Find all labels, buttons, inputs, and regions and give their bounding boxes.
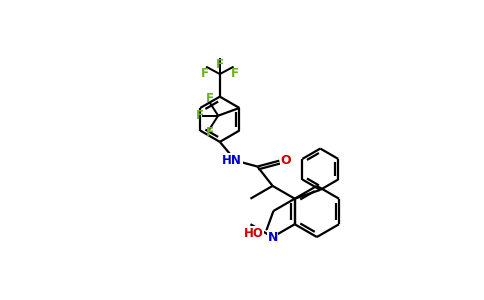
Text: O: O — [280, 154, 291, 167]
Text: HN: HN — [222, 154, 242, 167]
Text: F: F — [206, 127, 214, 140]
Text: F: F — [196, 109, 203, 122]
Text: N: N — [267, 230, 278, 244]
Text: F: F — [216, 58, 224, 70]
Text: F: F — [206, 92, 214, 105]
Text: F: F — [231, 67, 239, 80]
Text: F: F — [201, 67, 209, 80]
Text: HO: HO — [243, 227, 263, 240]
